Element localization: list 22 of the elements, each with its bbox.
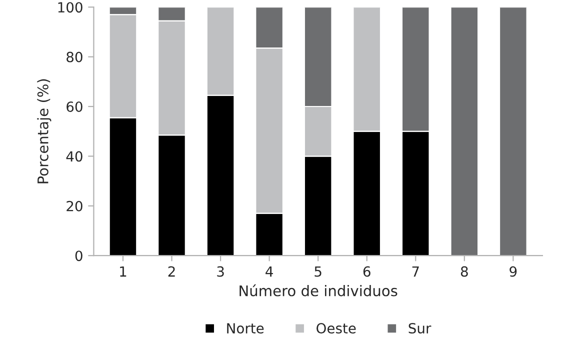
y-tick-label: 100 — [58, 2, 82, 13]
y-axis-title: Porcentaje (%) — [37, 79, 52, 184]
y-tick-label: 0 — [75, 250, 82, 262]
y-tick-label: 40 — [66, 151, 82, 162]
x-axis-title: Número de individuos — [240, 284, 398, 296]
y-tick-label: 80 — [66, 52, 82, 62]
x-tick-label: 7 — [412, 266, 419, 277]
x-tick-label: 1 — [120, 266, 126, 277]
x-tick-label: 8 — [460, 266, 468, 277]
y-tick-label: 60 — [66, 101, 82, 112]
x-tick-label: 6 — [363, 266, 370, 277]
legend-label: Sur — [408, 323, 432, 334]
legend-label: Norte — [227, 323, 264, 334]
y-tick-label: 20 — [66, 200, 82, 212]
bar — [498, 7, 528, 256]
x-tick-label: 5 — [314, 266, 322, 277]
x-tick-label: 9 — [510, 266, 517, 277]
x-tick-label: 4 — [266, 266, 273, 277]
legend-label: Oeste — [316, 323, 356, 334]
bar — [450, 7, 479, 256]
x-tick-label: 2 — [168, 266, 175, 277]
x-tick-label: 3 — [217, 266, 224, 277]
